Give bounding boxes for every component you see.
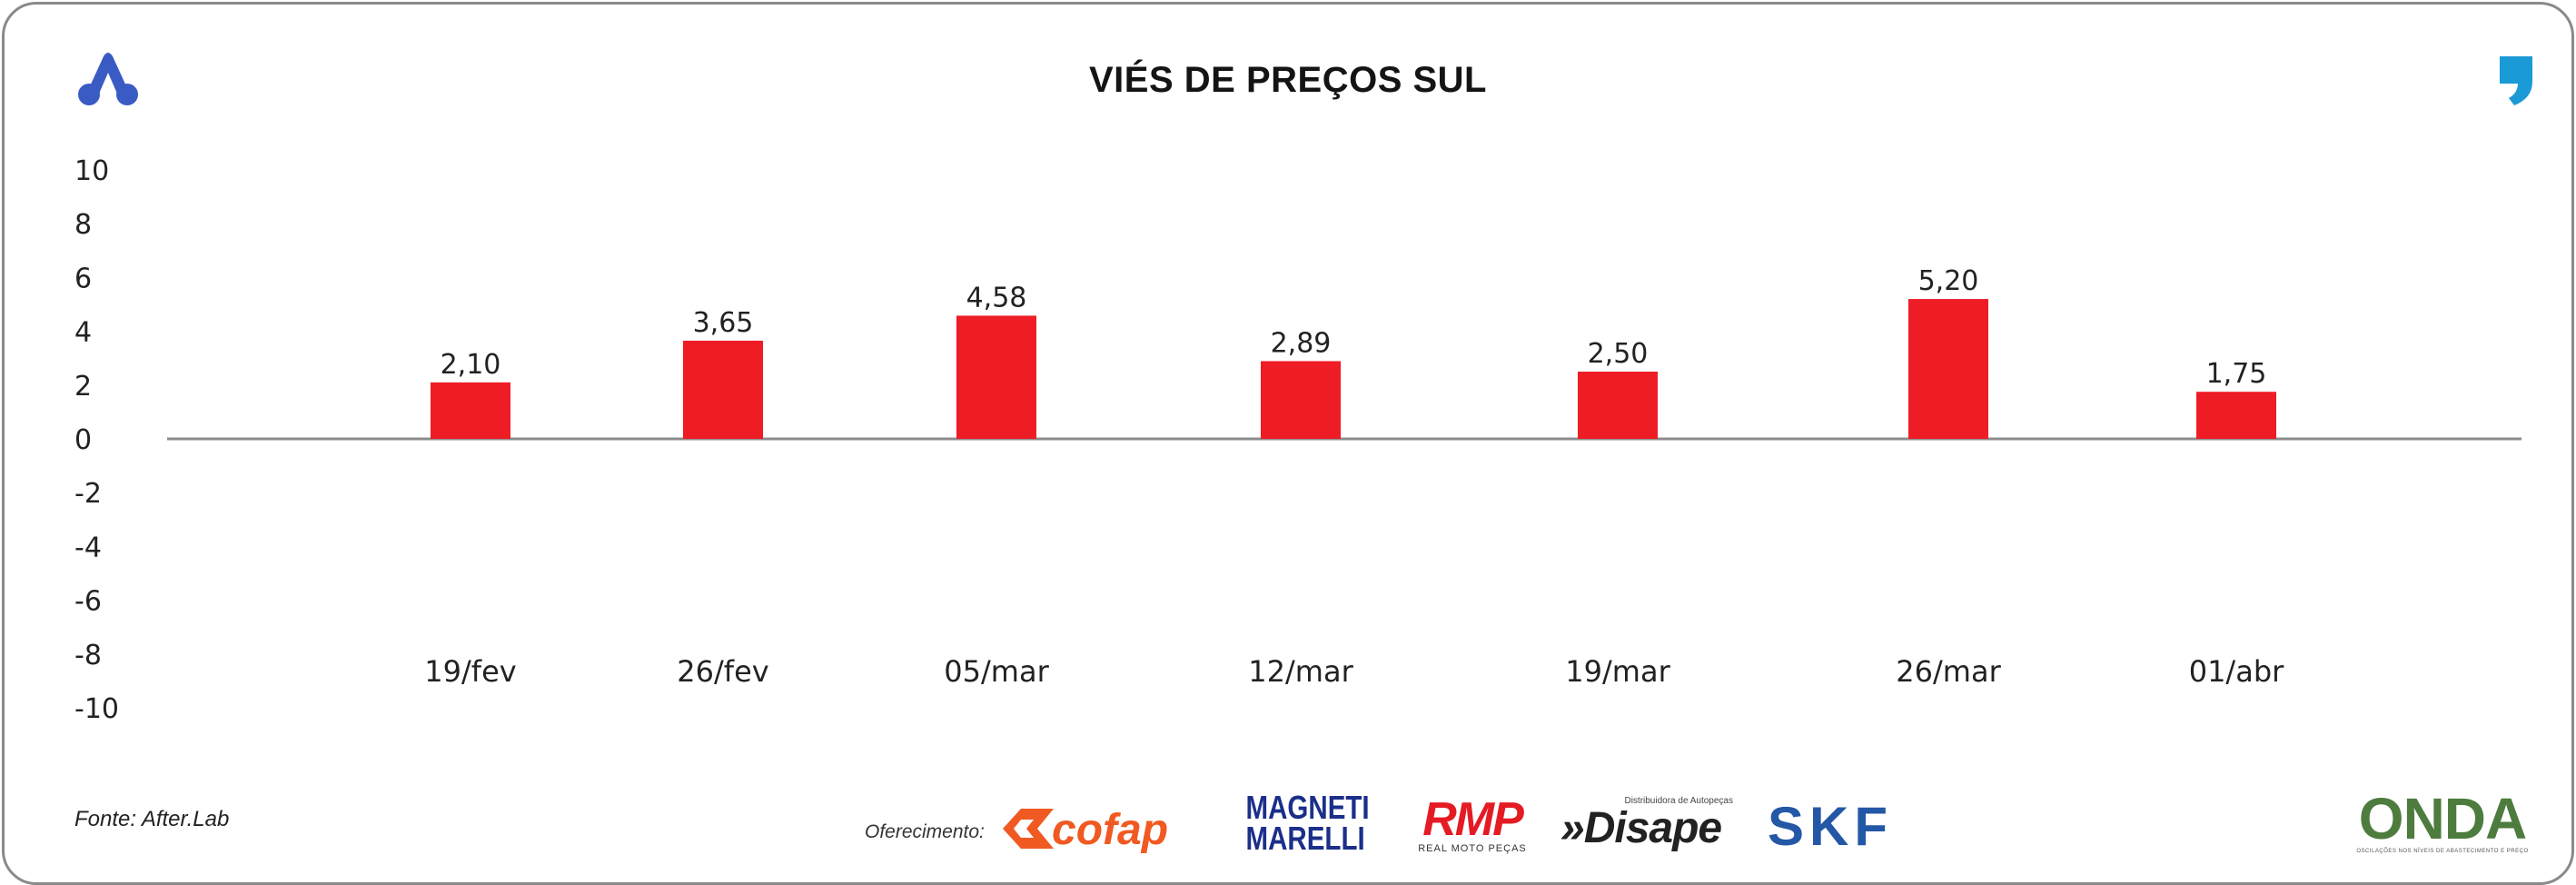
y-axis-ticks: 10 8 6 4 2 0 -2 -4 -6 -8 -10 [74, 155, 119, 725]
data-label: 3,65 [693, 307, 754, 339]
y-tick-label: -10 [74, 693, 119, 725]
disape-logo: Distribuidora de Autopeças »Disape [1560, 796, 1742, 860]
y-tick-label: -2 [74, 478, 102, 510]
cofap-logo: cofap [1001, 803, 1210, 854]
x-tick-label: 19/mar [1565, 654, 1670, 689]
magneti-marelli-logo: MAGNETI MARELLI [1234, 789, 1370, 861]
y-tick-label: -8 [74, 640, 102, 671]
y-tick-label: 0 [74, 424, 92, 456]
rmp-logo: RMP REAL MOTO PEÇAS [1404, 796, 1541, 860]
x-tick-label: 19/fev [424, 654, 516, 689]
magneti-wordmark: MAGNETI [1245, 789, 1370, 826]
disape-wordmark: »Disape [1560, 804, 1722, 852]
bar-26/mar [1908, 299, 1988, 439]
onda-logo: ONDA OSCILAÇÕES NOS NÍVEIS DE ABASTECIME… [2349, 789, 2536, 861]
x-axis-labels: 19/fev 26/fev 05/mar 12/mar 19/mar 26/mar 01/a… [424, 654, 2284, 689]
bar-05/mar [956, 315, 1036, 439]
sponsor-label: Oferecimento: [865, 821, 985, 842]
x-tick-label: 05/mar [944, 654, 1049, 689]
data-label: 2,50 [1588, 338, 1649, 370]
source-note: Fonte: After.Lab [74, 807, 230, 831]
disape-subtitle: Distribuidora de Autopeças [1624, 796, 1733, 806]
onda-wordmark: ONDA [2358, 786, 2527, 851]
data-label: 4,58 [966, 282, 1027, 313]
data-label: 5,20 [1918, 265, 1979, 297]
skf-logo: SKF [1768, 800, 1949, 854]
onda-subtitle: OSCILAÇÕES NOS NÍVEIS DE ABASTECIMENTO E… [2356, 849, 2529, 854]
cofap-wordmark: cofap [1052, 806, 1169, 854]
brand-a-logo-icon [78, 53, 138, 105]
data-label: 1,75 [2206, 358, 2267, 390]
x-tick-label: 01/abr [2189, 654, 2284, 689]
chart-title: VIÉS DE PREÇOS SUL [1089, 60, 1487, 100]
bars [431, 299, 2276, 439]
x-tick-label: 26/mar [1896, 654, 2001, 689]
bar-26/fev [683, 340, 763, 439]
rmp-subtitle: REAL MOTO PEÇAS [1418, 843, 1527, 854]
y-tick-label: 6 [74, 263, 92, 294]
bar-12/mar [1261, 361, 1341, 439]
y-tick-label: 8 [74, 209, 92, 241]
x-tick-label: 12/mar [1248, 654, 1353, 689]
data-label: 2,89 [1271, 327, 1332, 359]
cofap-mark-icon [1003, 809, 1054, 849]
bar-01/abr [2196, 392, 2276, 439]
y-tick-label: 4 [74, 317, 92, 349]
bar-19/mar [1578, 372, 1658, 439]
skf-wordmark: SKF [1768, 796, 1893, 857]
bar-19/fev [431, 382, 510, 439]
y-tick-label: 10 [74, 155, 109, 187]
y-tick-label: -6 [74, 586, 102, 618]
data-label: 2,10 [441, 349, 501, 381]
quote-mark-icon [2500, 56, 2532, 105]
x-tick-label: 26/fev [677, 654, 768, 689]
rmp-wordmark: RMP [1422, 793, 1524, 846]
y-tick-label: 2 [74, 371, 92, 403]
data-labels: 2,10 3,65 4,58 2,89 2,50 5,20 1,75 [441, 265, 2267, 390]
marelli-wordmark: MARELLI [1245, 820, 1365, 857]
y-tick-label: -4 [74, 532, 102, 563]
